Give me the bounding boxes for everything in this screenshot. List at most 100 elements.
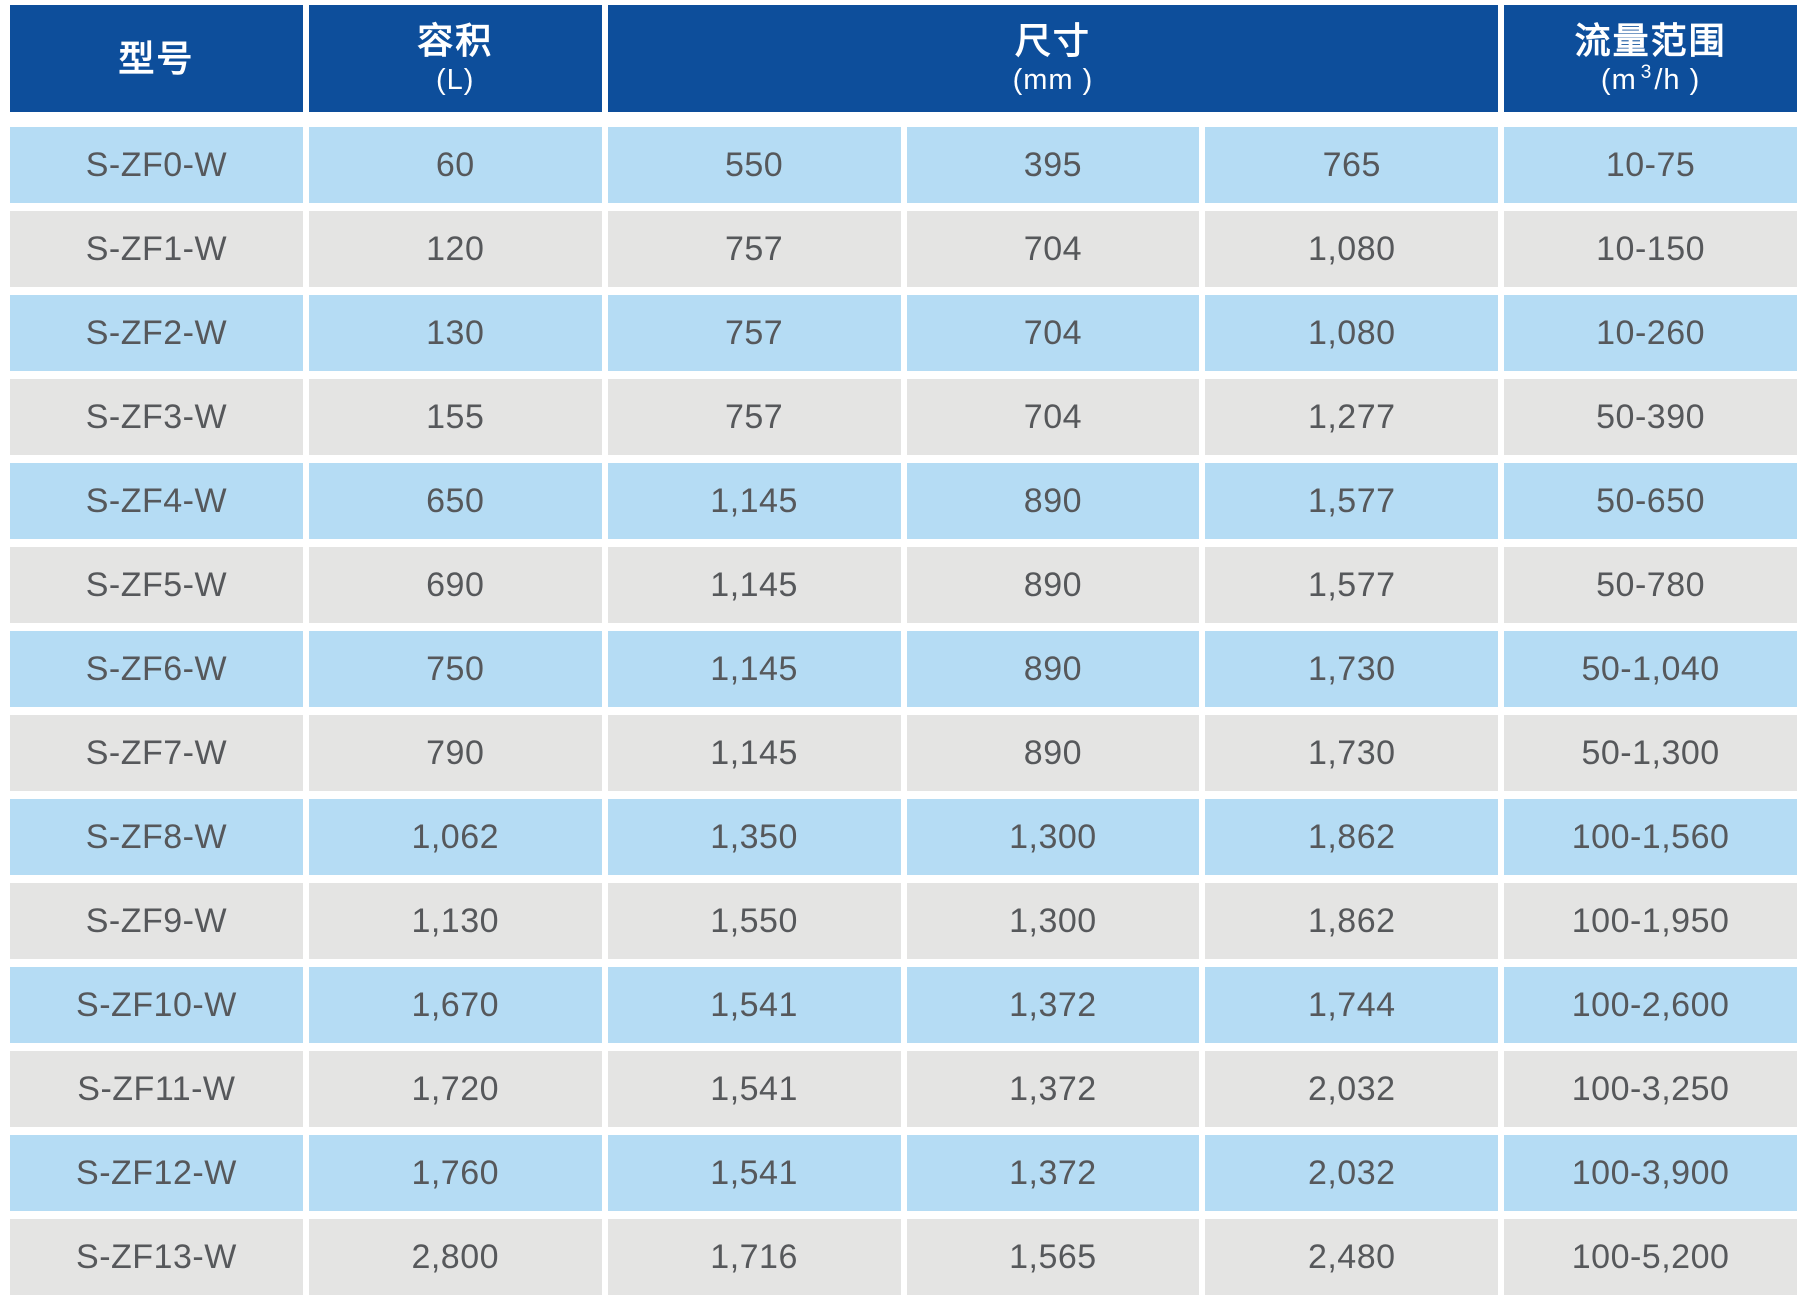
header-flow-range-title: 流量范围 <box>1574 20 1727 62</box>
cell-dim: 704 <box>906 379 1200 455</box>
cell-model: S-ZF2-W <box>10 295 303 371</box>
header-volume: 容积 (L) <box>308 5 602 112</box>
cell-model: S-ZF11-W <box>10 1051 303 1127</box>
cell-dim: 890 <box>906 715 1200 791</box>
cell-volume: 60 <box>308 127 602 203</box>
cell-dim: 1,372 <box>906 1051 1200 1127</box>
cell-dim: 1,716 <box>607 1219 901 1295</box>
cell-volume: 155 <box>308 379 602 455</box>
cell-dim: 1,372 <box>906 1135 1200 1211</box>
header-model-title: 型号 <box>118 37 195 79</box>
cell-dim: 704 <box>906 211 1200 287</box>
cell-dim: 2,032 <box>1205 1051 1499 1127</box>
cell-volume: 1,670 <box>308 967 602 1043</box>
header-dimensions-unit: (mm ) <box>1012 63 1094 96</box>
cell-flow-range: 50-780 <box>1504 547 1797 623</box>
cell-model: S-ZF7-W <box>10 715 303 791</box>
flow-unit-prefix: (m <box>1600 63 1637 96</box>
cell-flow-range: 100-3,250 <box>1504 1051 1797 1127</box>
cell-model: S-ZF13-W <box>10 1219 303 1295</box>
cell-dim: 1,145 <box>607 547 901 623</box>
cell-model: S-ZF0-W <box>10 127 303 203</box>
cell-model: S-ZF10-W <box>10 967 303 1043</box>
cell-flow-range: 50-1,300 <box>1504 715 1797 791</box>
cell-dim: 1,541 <box>607 967 901 1043</box>
cell-dim: 1,145 <box>607 715 901 791</box>
header-volume-title: 容积 <box>417 20 494 62</box>
cell-dim: 1,862 <box>1205 799 1499 875</box>
cell-dim: 1,300 <box>906 799 1200 875</box>
cell-dim: 550 <box>607 127 901 203</box>
cell-model: S-ZF5-W <box>10 547 303 623</box>
cell-flow-range: 50-390 <box>1504 379 1797 455</box>
cell-dim: 1,277 <box>1205 379 1499 455</box>
cell-dim: 1,565 <box>906 1219 1200 1295</box>
cell-dim: 1,350 <box>607 799 901 875</box>
cell-dim: 395 <box>906 127 1200 203</box>
cell-volume: 1,760 <box>308 1135 602 1211</box>
cell-model: S-ZF3-W <box>10 379 303 455</box>
cell-volume: 2,800 <box>308 1219 602 1295</box>
cell-model: S-ZF9-W <box>10 883 303 959</box>
cell-volume: 750 <box>308 631 602 707</box>
cell-flow-range: 100-3,900 <box>1504 1135 1797 1211</box>
cell-dim: 1,145 <box>607 631 901 707</box>
header-volume-unit: (L) <box>436 63 475 96</box>
cell-dim: 890 <box>906 547 1200 623</box>
cell-dim: 757 <box>607 295 901 371</box>
cell-dim: 757 <box>607 379 901 455</box>
cell-model: S-ZF12-W <box>10 1135 303 1211</box>
header-flow-range-unit: (m 3/h ) <box>1600 62 1701 97</box>
cell-dim: 2,480 <box>1205 1219 1499 1295</box>
cell-dim: 1,300 <box>906 883 1200 959</box>
cell-dim: 1,080 <box>1205 295 1499 371</box>
cell-model: S-ZF6-W <box>10 631 303 707</box>
cell-volume: 1,062 <box>308 799 602 875</box>
cell-volume: 120 <box>308 211 602 287</box>
header-dimensions-title: 尺寸 <box>1014 20 1091 62</box>
cell-dim: 1,577 <box>1205 463 1499 539</box>
cell-dim: 757 <box>607 211 901 287</box>
cell-dim: 1,730 <box>1205 631 1499 707</box>
cell-dim: 1,145 <box>607 463 901 539</box>
cell-flow-range: 10-260 <box>1504 295 1797 371</box>
cell-dim: 890 <box>906 631 1200 707</box>
cell-dim: 1,541 <box>607 1135 901 1211</box>
cell-dim: 704 <box>906 295 1200 371</box>
cell-flow-range: 50-650 <box>1504 463 1797 539</box>
cell-dim: 1,541 <box>607 1051 901 1127</box>
cell-dim: 765 <box>1205 127 1499 203</box>
cell-dim: 1,862 <box>1205 883 1499 959</box>
cell-dim: 1,080 <box>1205 211 1499 287</box>
table-body: S-ZF0-W 60 550 395 765 10-75 S-ZF1-W 120… <box>10 127 1797 1295</box>
cell-flow-range: 100-5,200 <box>1504 1219 1797 1295</box>
cell-flow-range: 50-1,040 <box>1504 631 1797 707</box>
header-flow-range: 流量范围 (m 3/h ) <box>1504 5 1797 112</box>
product-spec-table: 型号 容积 (L) 尺寸 (mm ) 流量范围 (m 3/h ) S-ZF0-W … <box>10 5 1797 1295</box>
cell-volume: 690 <box>308 547 602 623</box>
cell-volume: 1,720 <box>308 1051 602 1127</box>
header-dimensions: 尺寸 (mm ) <box>607 5 1499 112</box>
cell-model: S-ZF4-W <box>10 463 303 539</box>
cell-dim: 1,744 <box>1205 967 1499 1043</box>
flow-unit-suffix: /h ) <box>1654 63 1701 96</box>
table-header-row: 型号 容积 (L) 尺寸 (mm ) 流量范围 (m 3/h ) <box>10 5 1797 112</box>
cell-flow-range: 100-1,950 <box>1504 883 1797 959</box>
cell-flow-range: 100-1,560 <box>1504 799 1797 875</box>
cell-flow-range: 10-150 <box>1504 211 1797 287</box>
header-model: 型号 <box>10 5 303 112</box>
cell-dim: 2,032 <box>1205 1135 1499 1211</box>
cell-flow-range: 100-2,600 <box>1504 967 1797 1043</box>
cell-dim: 1,550 <box>607 883 901 959</box>
cell-dim: 1,730 <box>1205 715 1499 791</box>
cell-model: S-ZF1-W <box>10 211 303 287</box>
cell-volume: 1,130 <box>308 883 602 959</box>
flow-unit-superscript: 3 <box>1640 62 1653 84</box>
cell-volume: 650 <box>308 463 602 539</box>
cell-dim: 890 <box>906 463 1200 539</box>
cell-model: S-ZF8-W <box>10 799 303 875</box>
cell-volume: 790 <box>308 715 602 791</box>
cell-volume: 130 <box>308 295 602 371</box>
cell-flow-range: 10-75 <box>1504 127 1797 203</box>
cell-dim: 1,577 <box>1205 547 1499 623</box>
